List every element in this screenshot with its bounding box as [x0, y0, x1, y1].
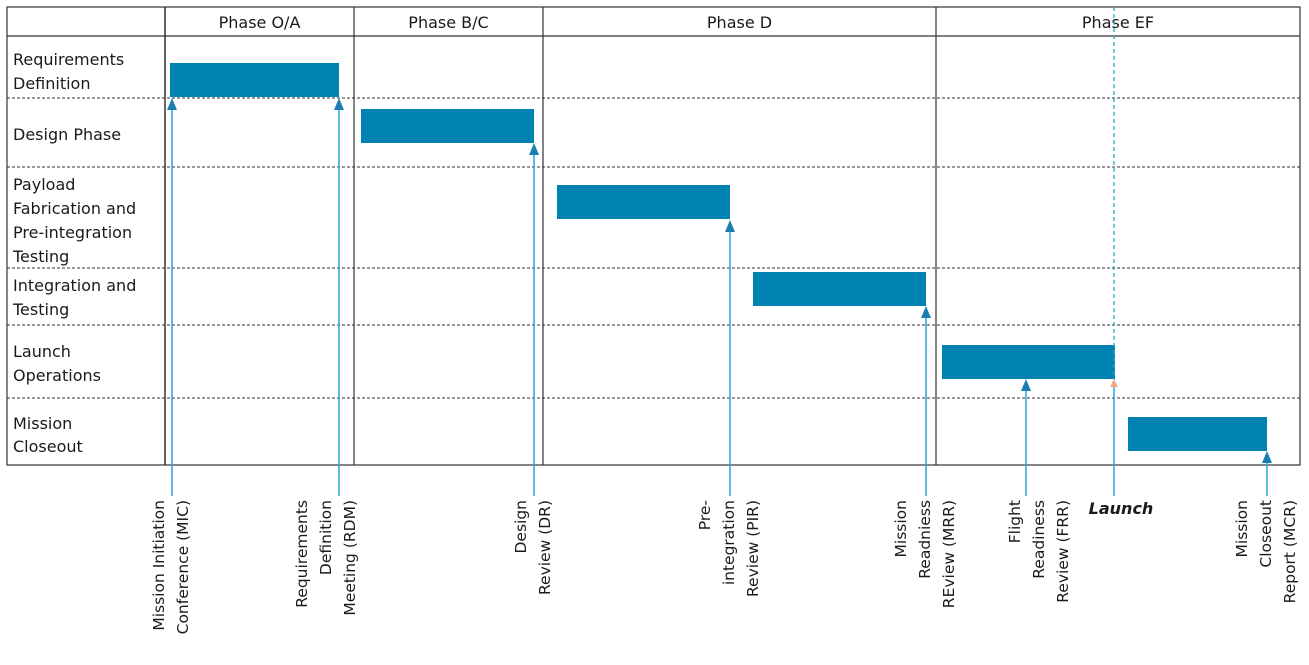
milestone-frr — [1021, 379, 1031, 496]
milestone-launch — [1110, 379, 1118, 496]
bar-mission-closeout — [1128, 417, 1267, 451]
row-label-line: Operations — [13, 366, 101, 385]
row-label-line: Integration and — [13, 276, 136, 295]
row-label-line: Testing — [12, 247, 69, 266]
row-label-line: Pre-integration — [13, 223, 132, 242]
milestone-label-frr: Flight Readiness Review (FRR) — [1006, 500, 1072, 603]
row-label-line: Requirements — [13, 50, 124, 69]
milestone-mic — [167, 98, 177, 496]
milestone-rdm — [334, 98, 344, 496]
row-label-line: Mission — [13, 414, 72, 433]
milestone-mcr — [1262, 451, 1272, 496]
milestone-label-line: Conference (MIC) — [174, 500, 192, 634]
milestone-label-rdm: Requirements Definition Meeting (RDM) — [293, 500, 359, 616]
milestone-label-mic: Mission Initiation Conference (MIC) — [150, 500, 192, 634]
milestone-label-line: Requirements — [293, 500, 311, 608]
milestone-label-line: Readiness — [1030, 500, 1048, 579]
row-label-line: Closeout — [13, 437, 83, 456]
milestone-label-line: Review (FRR) — [1054, 500, 1072, 603]
bar-payload-fabrication — [557, 185, 730, 219]
row-label-design-phase: Design Phase — [13, 125, 121, 144]
row-label-launch-operations: Launch Operations — [13, 342, 101, 385]
row-label-mission-closeout: Mission Closeout — [13, 414, 83, 456]
bar-requirements-definition — [170, 63, 339, 97]
milestone-label-line: REview (MRR) — [940, 500, 958, 608]
arrow-head-icon — [334, 98, 344, 110]
milestone-mrr — [921, 306, 931, 496]
timeline-frame — [6, 6, 1301, 466]
milestone-label-line: Readniess — [916, 500, 934, 579]
milestone-label-line: Definition — [317, 500, 335, 575]
phase-label-oa: Phase O/A — [219, 13, 301, 32]
milestone-label-pir: Pre- integration Review (PIR) — [696, 500, 762, 597]
milestone-dr — [529, 143, 539, 496]
row-label-integration-testing: Integration and Testing — [12, 276, 136, 319]
milestone-label-line: Meeting (RDM) — [341, 500, 359, 616]
milestone-label-mrr: Mission Readniess REview (MRR) — [892, 500, 958, 608]
phase-label-d: Phase D — [707, 13, 772, 32]
row-label-requirements-definition: Requirements Definition — [13, 50, 124, 93]
milestone-label-line: Closeout — [1257, 500, 1275, 568]
arrow-head-icon — [921, 306, 931, 318]
arrow-head-icon — [1021, 379, 1031, 391]
milestone-label-mcr: Mission Closeout Report (MCR) — [1233, 500, 1299, 603]
milestone-label-line: Report (MCR) — [1281, 500, 1299, 603]
bar-design-phase — [361, 109, 534, 143]
arrow-head-icon — [1262, 451, 1272, 463]
milestone-label-line: Flight — [1006, 500, 1024, 543]
milestone-pir — [725, 220, 735, 496]
arrow-head-icon — [167, 98, 177, 110]
milestone-label-line: integration — [720, 500, 738, 585]
milestone-label-line: Review (PIR) — [744, 500, 762, 597]
milestone-label-line: Mission — [892, 500, 910, 557]
milestone-label-line: Review (DR) — [536, 500, 554, 595]
milestone-label-launch: Launch — [1089, 499, 1154, 518]
row-label-line: Launch — [13, 342, 71, 361]
row-label-payload-fabrication: Payload Fabrication and Pre-integration … — [12, 175, 136, 266]
row-label-line: Payload — [13, 175, 75, 194]
milestone-label-line: Pre- — [696, 500, 714, 530]
launch-arrow-icon — [1110, 379, 1118, 387]
row-label-line: Definition — [13, 74, 90, 93]
arrow-head-icon — [725, 220, 735, 232]
milestone-label-line: Design — [512, 500, 530, 554]
row-separators — [7, 97, 1300, 399]
row-label-line: Testing — [12, 300, 69, 319]
phase-label-ef: Phase EF — [1082, 13, 1154, 32]
row-label-line: Fabrication and — [13, 199, 136, 218]
bar-launch-operations — [942, 345, 1115, 379]
phase-label-bc: Phase B/C — [408, 13, 488, 32]
milestone-label-line: Mission — [1233, 500, 1251, 557]
arrow-head-icon — [529, 143, 539, 155]
activity-bars — [170, 63, 1267, 451]
bar-integration-testing — [753, 272, 926, 306]
row-label-line: Design Phase — [13, 125, 121, 144]
milestone-label-line: Mission Initiation — [150, 500, 168, 631]
milestone-label-dr: Design Review (DR) — [512, 500, 554, 595]
